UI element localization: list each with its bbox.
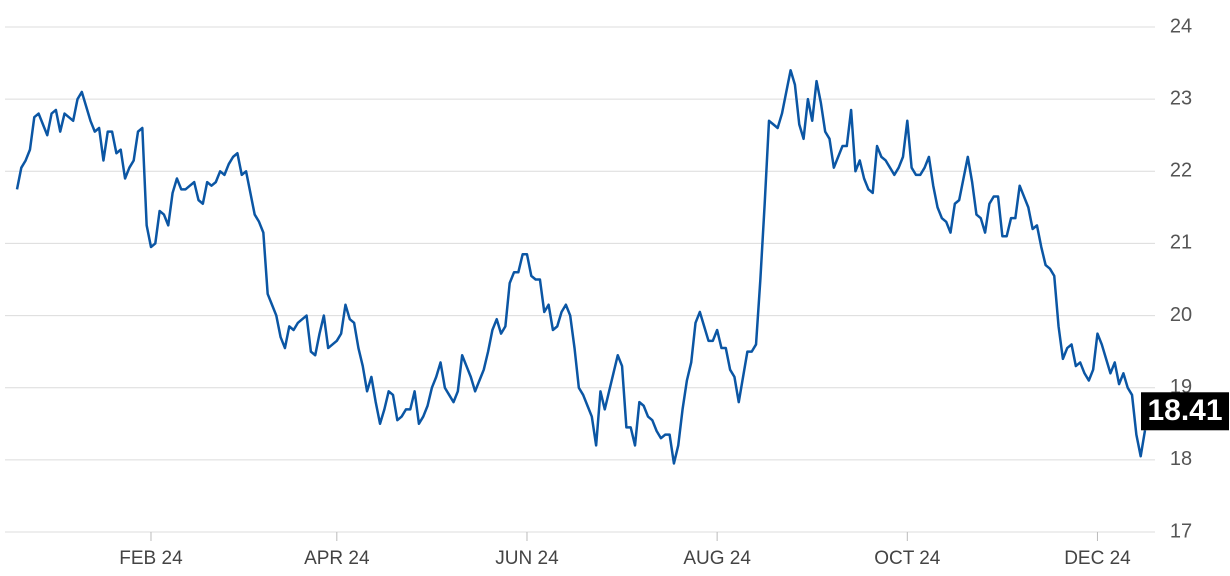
x-tick-label: JUN 24 <box>495 548 559 569</box>
x-tick-label: DEC 24 <box>1064 548 1131 569</box>
y-tick-label: 24 <box>1170 15 1192 37</box>
last-value-label: 18.41 <box>1147 394 1222 427</box>
y-tick-label: 17 <box>1170 520 1192 542</box>
y-tick-label: 18 <box>1170 448 1192 470</box>
y-tick-label: 22 <box>1170 160 1192 182</box>
y-tick-label: 20 <box>1170 304 1192 326</box>
last-value-box <box>1141 392 1229 431</box>
y-tick-label: 23 <box>1170 87 1192 109</box>
x-tick-label: FEB 24 <box>119 548 183 569</box>
price-line <box>15 69 1147 465</box>
x-tick-label: APR 24 <box>304 548 370 569</box>
x-tick-label: OCT 24 <box>874 548 941 569</box>
y-tick-label: 21 <box>1170 232 1192 254</box>
x-tick-label: AUG 24 <box>683 548 751 569</box>
